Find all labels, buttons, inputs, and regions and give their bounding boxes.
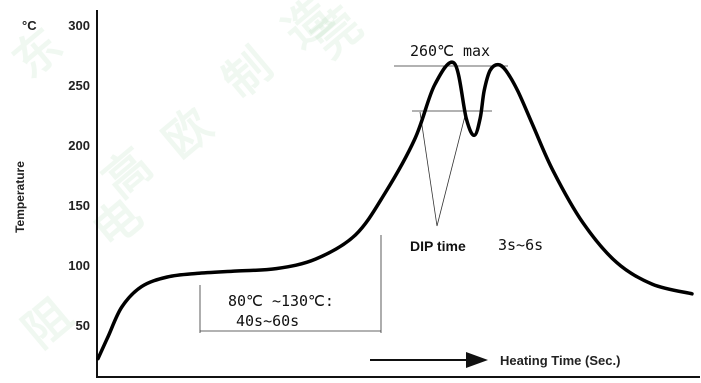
- y-tick-label: 100: [68, 258, 90, 273]
- watermark-char: 制: [212, 37, 282, 108]
- y-axis-label: Temperature: [13, 161, 27, 233]
- watermark-char: 欧: [152, 97, 222, 168]
- y-tick-label: 50: [76, 318, 90, 333]
- dip-time-triangle: [419, 111, 467, 227]
- time-arrow-head: [466, 352, 488, 368]
- watermark-char: 高: [92, 137, 162, 208]
- temperature-curve: [96, 60, 694, 361]
- y-tick-label: 200: [68, 138, 90, 153]
- dip-duration-label: 3s~6s: [498, 236, 543, 254]
- x-axis-label: Heating Time (Sec.): [500, 353, 620, 368]
- y-tick-label: 300: [68, 18, 90, 33]
- dip-time-label: DIP time: [410, 238, 466, 254]
- watermark-char: 阻: [12, 287, 82, 358]
- peak-max-label: 260℃ max: [410, 42, 490, 60]
- y-tick-label: 150: [68, 198, 90, 213]
- y-unit-label: °C: [22, 18, 37, 33]
- y-tick-label: 250: [68, 78, 90, 93]
- y-tick-labels: 50 100 150 200 250 300: [68, 18, 90, 333]
- preheat-temp-label: 80℃ ~130℃:: [228, 292, 334, 310]
- watermark-char: 东: [2, 17, 72, 88]
- preheat-time-label: 40s~60s: [236, 312, 299, 330]
